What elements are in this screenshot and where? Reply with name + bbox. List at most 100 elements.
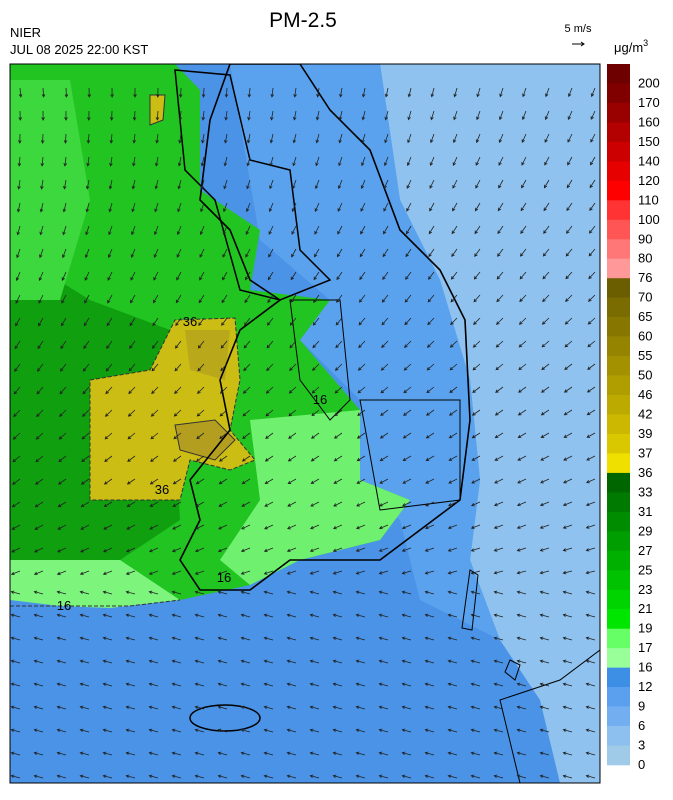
wind-arrow [35, 455, 44, 463]
wind-scale-label: 5 m/s [565, 23, 592, 35]
wind-arrow [401, 705, 412, 710]
wind-arrow [539, 682, 550, 687]
wind-arrow [263, 751, 274, 756]
wind-arrow [176, 248, 182, 258]
wind-arrow [18, 87, 23, 98]
wind-arrow [150, 409, 159, 417]
wind-arrow [309, 751, 320, 756]
wind-arrow [153, 271, 159, 281]
wind-arrow [12, 455, 21, 463]
wind-arrow [130, 294, 136, 304]
wind-arrow [61, 294, 67, 304]
wind-arrow [10, 751, 21, 756]
wind-arrow [562, 705, 573, 710]
wind-arrow [336, 294, 343, 303]
wind-arrow [516, 547, 527, 552]
wind-arrow [585, 682, 596, 687]
wind-arrow [401, 682, 412, 687]
wind-arrow [473, 271, 481, 280]
wind-arrow [401, 774, 412, 779]
wind-arrow [58, 455, 67, 463]
colorbar-label: 16 [638, 660, 652, 675]
wind-arrow [585, 613, 596, 618]
wind-arrow [424, 590, 435, 595]
wind-arrow [270, 110, 274, 121]
wind-arrow [247, 110, 251, 121]
wind-arrow [447, 705, 458, 710]
wind-arrow [521, 156, 527, 166]
wind-arrow [63, 179, 67, 190]
wind-arrow [152, 340, 159, 349]
colorbar-swatch [607, 453, 630, 474]
wind-arrow [314, 179, 320, 190]
wind-arrow [334, 363, 343, 371]
colorbar-label: 29 [638, 523, 652, 538]
wind-arrow [218, 478, 228, 485]
wind-arrow [195, 478, 205, 485]
wind-arrow [309, 590, 320, 595]
wind-arrow [81, 455, 90, 463]
wind-arrow [380, 386, 389, 394]
wind-arrow [542, 271, 550, 280]
wind-arrow [263, 705, 274, 710]
wind-arrow [585, 524, 596, 529]
wind-arrow [102, 613, 113, 618]
wind-arrow [379, 432, 389, 439]
wind-arrow [263, 636, 274, 641]
wind-arrow [585, 774, 596, 779]
wind-arrow [588, 271, 596, 280]
wind-arrow [126, 478, 136, 485]
wind-arrow [403, 386, 412, 394]
wind-arrow [148, 570, 159, 575]
wind-arrow [148, 774, 159, 779]
wind-arrow [378, 659, 389, 664]
wind-arrow [448, 455, 458, 461]
wind-arrow [79, 728, 90, 733]
wind-arrow [125, 774, 136, 779]
wind-arrow [80, 501, 90, 508]
wind-arrow [424, 613, 435, 618]
wind-arrow [41, 110, 45, 121]
wind-arrow [110, 87, 114, 98]
wind-arrow [10, 659, 21, 664]
colorbar-unit: μg/m3 [614, 38, 648, 55]
colorbar-swatch [607, 492, 630, 513]
wind-arrow [151, 363, 159, 372]
wind-arrow [357, 409, 366, 417]
contour-label: 16 [217, 570, 231, 585]
wind-arrow [36, 409, 44, 418]
colorbar-swatch [607, 589, 630, 610]
wind-arrow [263, 659, 274, 664]
wind-arrow [586, 409, 596, 416]
colorbar-label: 110 [638, 192, 659, 207]
wind-arrow [131, 202, 136, 213]
wind-arrow [264, 501, 274, 507]
wind-arrow [405, 271, 412, 280]
wind-arrow [311, 409, 320, 417]
wind-arrow [270, 87, 274, 98]
wind-arrow [447, 570, 458, 575]
wind-arrow [562, 728, 573, 733]
wind-arrow [473, 317, 481, 326]
wind-arrow [407, 87, 412, 98]
wind-arrow [154, 202, 159, 213]
wind-arrow [172, 501, 182, 507]
wind-arrow [378, 705, 389, 710]
wind-arrow [171, 728, 182, 733]
wind-arrow [34, 501, 44, 508]
wind-arrow [310, 455, 320, 462]
wind-arrow [38, 271, 44, 282]
wind-arrow [338, 133, 343, 144]
wind-arrow [516, 751, 527, 756]
wind-arrow [217, 547, 228, 553]
wind-arrow [178, 87, 183, 98]
colorbar-label: 42 [638, 407, 652, 422]
wind-arrow [34, 547, 44, 553]
wind-arrow [286, 659, 297, 664]
wind-arrow [174, 363, 182, 372]
unit: μg/m [614, 40, 643, 55]
wind-arrow [196, 409, 205, 417]
wind-arrow [83, 317, 90, 327]
wind-arrow [240, 751, 251, 756]
wind-arrow [540, 455, 550, 461]
